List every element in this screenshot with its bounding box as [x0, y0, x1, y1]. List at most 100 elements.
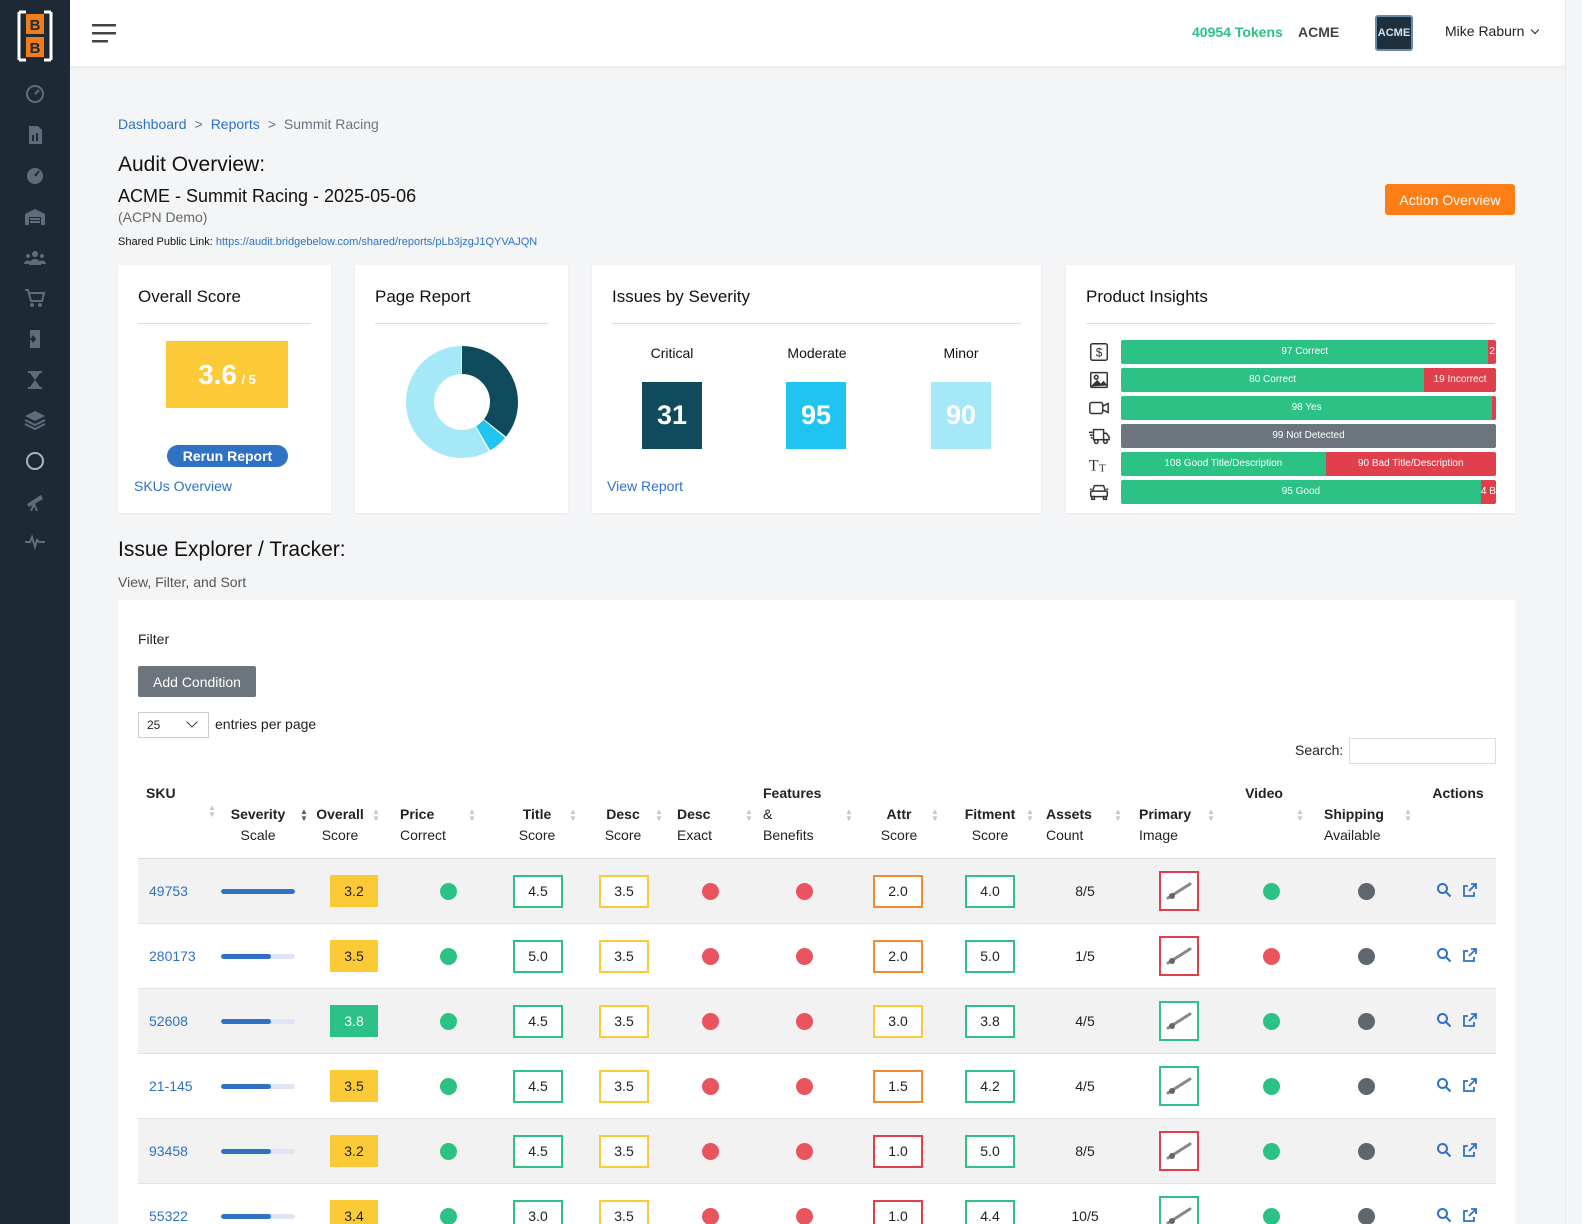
search-icon[interactable] [1436, 1207, 1454, 1224]
column-header-attr[interactable]: Attr Score [869, 804, 929, 846]
action-overview-button[interactable]: Action Overview [1385, 184, 1515, 215]
external-link-icon[interactable] [1462, 882, 1480, 900]
external-link-icon[interactable] [1462, 1077, 1480, 1095]
sort-icon[interactable]: ▲ ▼ [1296, 807, 1304, 823]
bridgebelow-logo[interactable]: B B [17, 10, 53, 62]
sort-icon[interactable]: ▲ ▼ [845, 807, 853, 823]
sort-icon[interactable]: ▲ ▼ [372, 807, 380, 823]
column-header-sublabel: Score [518, 827, 556, 843]
sku-link[interactable]: 52608 [149, 1013, 188, 1029]
entries-per-page-select[interactable]: 25 [138, 712, 209, 738]
table-row[interactable]: 55322 3.4 3.0 3.5 1.0 4.4 10/5 [138, 1184, 1496, 1224]
page-scrollbar[interactable] [1565, 0, 1582, 1224]
import-icon[interactable] [23, 327, 47, 351]
column-header-image[interactable]: Primary Image [1139, 804, 1205, 846]
sort-icon[interactable]: ▲ ▼ [655, 807, 663, 823]
table-row[interactable]: 21-145 3.5 4.5 3.5 1.5 4.2 4/5 [138, 1054, 1496, 1119]
cell-assets: 10/5 [1055, 1184, 1115, 1224]
sort-icon[interactable]: ▲ ▼ [1114, 807, 1122, 823]
severity-count-critical[interactable]: 31 [642, 382, 702, 449]
column-header-actions[interactable]: Actions [1423, 783, 1493, 804]
table-row[interactable]: 280173 3.5 5.0 3.5 2.0 5.0 1/5 [138, 924, 1496, 989]
primary-image-thumbnail[interactable] [1159, 1066, 1199, 1106]
external-link-icon[interactable] [1462, 1142, 1480, 1160]
breadcrumb-reports[interactable]: Reports [210, 116, 260, 132]
column-header-desc[interactable]: Desc Score [593, 804, 653, 846]
sort-icon[interactable]: ▲ ▼ [468, 807, 476, 823]
sort-icon[interactable]: ▲ ▼ [931, 807, 939, 823]
insight-bar[interactable]: 95 Good 4 B [1121, 480, 1496, 504]
hamburger-menu-icon[interactable] [92, 22, 118, 44]
search-icon[interactable] [1436, 1142, 1454, 1160]
shared-link-url[interactable]: https://audit.bridgebelow.com/shared/rep… [215, 236, 538, 248]
circle-icon[interactable] [23, 449, 47, 473]
view-report-link[interactable]: View Report [607, 478, 684, 494]
cart-icon[interactable] [23, 286, 47, 310]
table-row[interactable]: 49753 3.2 4.5 3.5 2.0 4.0 8/5 [138, 859, 1496, 924]
users-icon[interactable] [23, 246, 47, 270]
insight-bar[interactable]: 108 Good Title/Description 90 Bad Title/D… [1121, 452, 1496, 476]
speedometer-icon[interactable] [23, 82, 47, 106]
column-header-assets[interactable]: Assets Count [1046, 804, 1112, 846]
insight-bar[interactable]: 97 Correct 2 [1121, 340, 1496, 364]
rerun-report-button[interactable]: Rerun Report [167, 445, 288, 467]
external-link-icon[interactable] [1462, 1012, 1480, 1030]
column-header-features[interactable]: Features & Benefits [763, 783, 843, 846]
search-input[interactable] [1349, 738, 1496, 764]
severity-count-moderate[interactable]: 95 [786, 382, 846, 449]
column-header-video[interactable]: Video [1234, 783, 1294, 804]
primary-image-thumbnail[interactable] [1159, 1001, 1199, 1041]
sort-icon[interactable]: ▲ ▼ [1026, 807, 1034, 823]
column-header-overall[interactable]: Overall Score [310, 804, 370, 846]
cell-shipping [1346, 1054, 1386, 1118]
report-icon[interactable] [23, 123, 47, 147]
search-icon[interactable] [1436, 882, 1454, 900]
external-link-icon[interactable] [1462, 947, 1480, 965]
external-link-icon[interactable] [1462, 1207, 1480, 1224]
primary-image-thumbnail[interactable] [1159, 936, 1199, 976]
column-header-fitment[interactable]: Fitment Score [956, 804, 1024, 846]
warehouse-icon[interactable] [23, 205, 47, 229]
telescope-icon[interactable] [23, 490, 47, 514]
sku-link[interactable]: 49753 [149, 883, 188, 899]
insight-bar[interactable]: 99 Not Detected [1121, 424, 1496, 448]
search-icon[interactable] [1436, 1077, 1454, 1095]
column-header-title[interactable]: Title Score [507, 804, 567, 846]
add-condition-button[interactable]: Add Condition [138, 666, 256, 697]
column-header-exact[interactable]: Desc Exact [677, 804, 743, 846]
user-menu[interactable]: Mike Raburn [1445, 23, 1540, 39]
breadcrumb-dashboard[interactable]: Dashboard [118, 116, 187, 132]
primary-image-thumbnail[interactable] [1159, 1196, 1199, 1224]
sort-icon[interactable]: ▲ ▼ [208, 803, 216, 819]
layers-icon[interactable] [23, 408, 47, 432]
search-icon[interactable] [1436, 1012, 1454, 1030]
table-row[interactable]: 52608 3.8 4.5 3.5 3.0 3.8 4/5 [138, 989, 1496, 1054]
pulse-icon[interactable] [23, 530, 47, 554]
sort-icon[interactable]: ▲ ▼ [569, 807, 577, 823]
column-header-sku[interactable]: SKU [146, 783, 206, 804]
sku-link[interactable]: 55322 [149, 1208, 188, 1224]
sort-icon[interactable]: ▲ ▼ [745, 807, 753, 823]
donut-segment-0[interactable] [406, 346, 518, 458]
column-header-label: Fitment [964, 806, 1016, 822]
gauge-icon[interactable] [23, 164, 47, 188]
sort-icon[interactable]: ▲ ▼ [1207, 807, 1215, 823]
sku-link[interactable]: 93458 [149, 1143, 188, 1159]
insight-bar[interactable]: 98 Yes [1121, 396, 1496, 420]
sku-link[interactable]: 21-145 [149, 1078, 193, 1094]
insight-bar[interactable]: 80 Correct 19 Incorrect [1121, 368, 1496, 392]
table-row[interactable]: 93458 3.2 4.5 3.5 1.0 5.0 8/5 [138, 1119, 1496, 1184]
column-header-shipping[interactable]: Shipping Available [1324, 804, 1402, 846]
sku-link[interactable]: 280173 [149, 948, 196, 964]
hourglass-icon[interactable] [23, 368, 47, 392]
severity-count-minor[interactable]: 90 [931, 382, 991, 449]
skus-overview-link[interactable]: SKUs Overview [134, 478, 233, 494]
column-header-price[interactable]: Price Correct [400, 804, 466, 846]
sort-icon[interactable]: ▲ ▼ [1404, 807, 1412, 823]
primary-image-thumbnail[interactable] [1159, 871, 1199, 911]
search-icon[interactable] [1436, 947, 1454, 965]
sort-icon[interactable]: ▲ ▼ [300, 807, 308, 823]
primary-image-thumbnail[interactable] [1159, 1131, 1199, 1171]
column-header-severity[interactable]: Severity Scale [218, 804, 298, 846]
donut-segment-2[interactable] [406, 346, 518, 458]
